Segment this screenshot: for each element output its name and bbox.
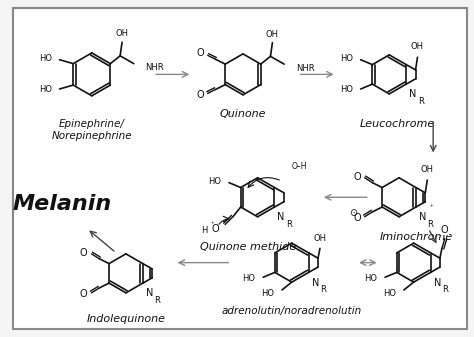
Text: N: N — [419, 212, 426, 222]
Text: OH: OH — [313, 234, 327, 243]
Text: HO: HO — [242, 274, 255, 283]
Text: Melanin: Melanin — [13, 194, 112, 214]
Text: Leucochrome: Leucochrome — [359, 119, 435, 129]
Text: O: O — [196, 90, 204, 100]
Text: HO: HO — [39, 54, 52, 63]
Text: O: O — [80, 248, 88, 258]
Text: ⊙: ⊙ — [349, 208, 357, 218]
Text: O: O — [80, 289, 88, 299]
Text: Quinone: Quinone — [220, 110, 266, 120]
Text: O: O — [211, 224, 219, 235]
Text: NHR: NHR — [146, 63, 164, 72]
Text: HO: HO — [261, 289, 274, 298]
Text: ⁺: ⁺ — [429, 205, 433, 211]
Text: Quinone methide: Quinone methide — [200, 242, 296, 252]
Text: OH: OH — [116, 29, 128, 38]
Text: HO: HO — [340, 86, 353, 94]
Text: HO: HO — [364, 274, 377, 283]
Text: OH: OH — [411, 42, 424, 51]
Text: NHR: NHR — [296, 64, 314, 72]
Text: O: O — [353, 172, 361, 182]
Text: Indolequinone: Indolequinone — [86, 314, 165, 324]
Text: ⁺: ⁺ — [210, 222, 214, 227]
Text: O: O — [196, 49, 204, 58]
Text: H: H — [201, 226, 208, 235]
Text: R: R — [155, 296, 160, 305]
Text: R: R — [428, 220, 433, 229]
Text: Epinephrine/
Norepinephrine: Epinephrine/ Norepinephrine — [52, 119, 132, 141]
Text: R: R — [320, 285, 326, 294]
Text: N: N — [409, 89, 417, 99]
Text: O: O — [441, 225, 448, 235]
Text: N: N — [277, 212, 285, 222]
Text: R: R — [286, 220, 292, 229]
Text: R: R — [442, 285, 448, 294]
Text: N: N — [434, 278, 441, 287]
Text: OH: OH — [421, 165, 434, 174]
Text: adrenolutin/noradrenolutin: adrenolutin/noradrenolutin — [222, 306, 362, 315]
Text: R: R — [418, 97, 424, 106]
Text: Iminochrome: Iminochrome — [380, 233, 453, 242]
Text: O: O — [353, 213, 361, 223]
FancyBboxPatch shape — [13, 8, 467, 329]
Text: HO: HO — [340, 54, 353, 63]
Text: N: N — [146, 288, 153, 298]
Text: HO: HO — [208, 177, 221, 186]
Text: N: N — [311, 278, 319, 287]
Text: O–H: O–H — [292, 162, 307, 171]
Text: HO: HO — [39, 86, 52, 94]
Text: HO: HO — [383, 289, 396, 298]
Text: OH: OH — [266, 30, 279, 39]
